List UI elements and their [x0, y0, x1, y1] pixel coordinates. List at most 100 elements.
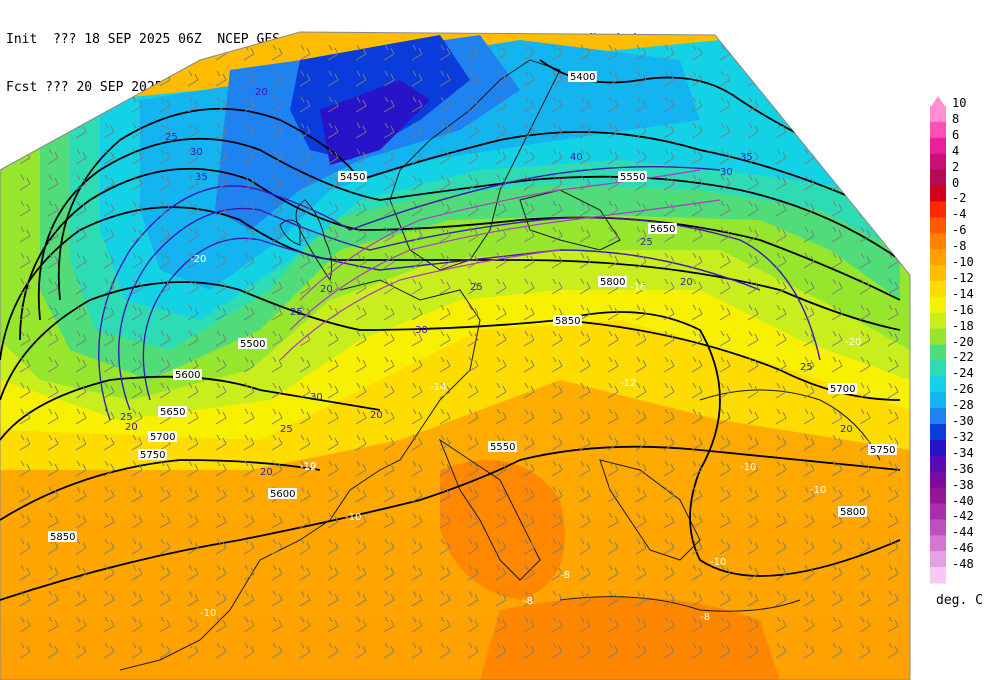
colorbar-tick-label: -26 [952, 382, 974, 397]
colorbar-tick-label: -20 [952, 334, 974, 349]
wind-contour-label: 35 [740, 152, 753, 163]
colorbar-tick-label: 8 [952, 111, 960, 126]
wind-contour-label: 30 [190, 147, 203, 158]
colorbar-tick-label: -42 [952, 509, 974, 524]
height-contour-label-bg [618, 171, 647, 182]
colorbar-tick-label: -10 [952, 255, 974, 269]
height-contour-label-bg [868, 444, 897, 455]
colorbar-tick-label: -6 [952, 223, 967, 238]
colorbar-arrow-top [930, 96, 946, 108]
height-contour-label-bg [138, 449, 167, 460]
colorbar-swatch [930, 217, 946, 234]
height-contour-label: 5650 [650, 224, 675, 235]
height-contour-label: 5700 [830, 384, 855, 395]
colorbar-swatch [930, 106, 946, 123]
colorbar-swatch [930, 439, 946, 457]
colorbar-swatch [930, 249, 946, 266]
temp-band-minus32 [320, 80, 430, 165]
colorbar-tick-label: -40 [952, 493, 974, 508]
wind-contours [98, 165, 821, 421]
wind-contour-label: 20 [680, 277, 693, 288]
temperature-label: -10 [710, 557, 726, 568]
height-contour-label-bg [148, 431, 177, 442]
height-contour-label: 5450 [340, 172, 365, 183]
colorbar-swatch [930, 233, 946, 250]
height-contour-label-bg [553, 315, 582, 326]
colorbar-tick-label: -38 [952, 477, 974, 492]
colorbar-swatch [930, 265, 946, 282]
temperature-label: -10 [345, 512, 361, 523]
colorbar-tick-label: -16 [952, 302, 974, 317]
colorbar-tick-label: -4 [952, 207, 967, 222]
colorbar-tick-label: 6 [952, 127, 960, 142]
temperature-label: -20 [845, 337, 861, 348]
colorbar-swatch [930, 408, 946, 425]
temperature-label: -10 [200, 608, 216, 619]
colorbar-swatch [930, 312, 946, 330]
colorbar-tick-label: -28 [952, 398, 974, 413]
colorbar-swatch [930, 169, 946, 186]
colorbar-swatch [930, 296, 946, 314]
wind-contour-label: 25 [280, 424, 293, 435]
colorbar-swatch [930, 455, 946, 473]
colorbar-swatch [930, 551, 946, 568]
wind-contour-label: 25 [290, 307, 303, 318]
wind-contour-label: 25 [120, 412, 133, 423]
colorbar-tick-label: -22 [952, 350, 974, 365]
colorbar-tick-label: -34 [952, 445, 974, 460]
colorbar-tick-label: -8 [952, 239, 967, 254]
colorbar-tick-label: -2 [952, 191, 967, 206]
colorbar-tick-label: -36 [952, 461, 974, 476]
colorbar-swatch [930, 280, 946, 298]
wind-contour-label: 35 [195, 172, 208, 183]
colorbar-swatch [930, 201, 946, 218]
height-contour-label: 5850 [555, 316, 580, 327]
wind-contour-label: 25 [800, 362, 813, 373]
wind-contour-label: 20 [370, 410, 383, 421]
colorbar-swatch [930, 424, 946, 441]
height-contour-label-bg [338, 171, 367, 182]
height-contour-label-bg [828, 383, 857, 394]
temperature-label: -8 [523, 596, 533, 607]
domain-border [0, 31, 911, 680]
wind-contour-label: 25 [470, 282, 483, 293]
colorbar-tick-label: 10 [952, 96, 967, 110]
wind-contour-label: 30 [720, 167, 733, 178]
height-contour-label: 5550 [620, 172, 645, 183]
colorbar-swatch [930, 360, 946, 377]
height-contour-label: 5650 [160, 407, 185, 418]
temperature-label: -10 [810, 485, 826, 496]
colorbar-tick-label: -14 [952, 286, 974, 301]
height-contour-label-bg [838, 506, 867, 517]
colorbar-tick-label: 4 [952, 143, 960, 158]
height-contour-label-bg [238, 338, 267, 349]
colorbar-swatch [930, 535, 946, 552]
height-contour-label: 5600 [175, 370, 200, 381]
temp-label-group: -20-14 -12-10-10-10-8-8-8-10-20-16-12 -10-… [190, 254, 861, 623]
temperature-label: -12 [620, 378, 636, 389]
height-contour-label: 5750 [140, 450, 165, 461]
colorbar-swatch [930, 392, 946, 409]
colorbar-swatch [930, 137, 946, 155]
colorbar-units: deg. C [936, 593, 983, 608]
temperature-label: -20 [190, 254, 206, 265]
height-contour-label-bg [158, 406, 187, 417]
colorbar-swatch [930, 121, 946, 139]
temperature-colorbar: 10 8 6 4 2 0 -2 -4 -6 -8 -10 -12 -14 -16 -18 -20 -22 -24-… [930, 96, 1000, 596]
height-contours [0, 59, 901, 601]
colorbar-swatch [930, 519, 946, 536]
wind-contour-label: 30 [310, 392, 323, 403]
height-contour-label: 5500 [240, 339, 265, 350]
height-contour-label: 5400 [570, 72, 595, 83]
height-contour-label: 5700 [150, 432, 175, 443]
colorbar-swatch [930, 344, 946, 361]
height-contour-label: 5750 [870, 445, 895, 456]
height-contour-label-bg [173, 369, 202, 380]
height-contour-label-bg [568, 71, 597, 82]
height-contour-label: 5800 [600, 277, 625, 288]
colorbar-swatch [930, 153, 946, 171]
wind-contour-label: 25 [640, 237, 653, 248]
colorbar-swatch [930, 328, 946, 345]
height-label-group: 5400 5450 5500 5550 5600 5650 5700 5750 5800 5850… [48, 71, 897, 543]
